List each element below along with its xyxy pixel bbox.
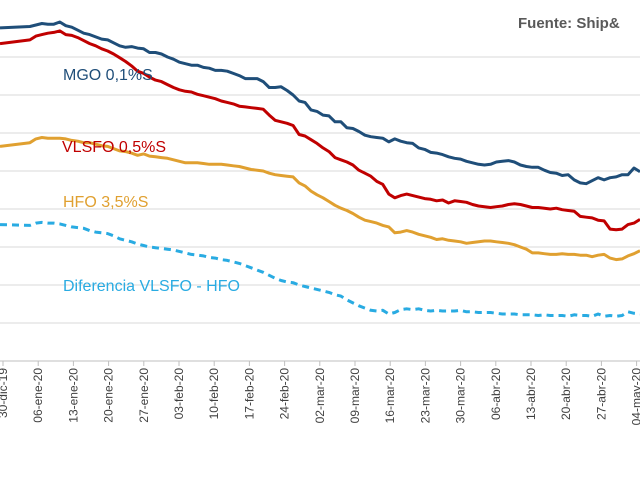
- x-tick-label: 06-abr-20: [489, 368, 503, 420]
- x-tick-label: 27-abr-20: [594, 368, 608, 420]
- label-diferencia: Diferencia VLSFO - HFO: [63, 278, 240, 295]
- x-tick-label: 27-ene-20: [137, 368, 151, 423]
- series-line-vlsfo: [0, 29, 640, 232]
- x-axis: 30-dic-19 06-ene-20 13-ene-20 20-ene-20 27-e…: [0, 361, 640, 425]
- x-tick-label: 20-ene-20: [102, 368, 116, 423]
- label-vlsfo: VLSFO 0,5%S: [62, 139, 166, 156]
- x-tick-label: 06-ene-20: [31, 368, 45, 423]
- x-tick-label: 13-ene-20: [66, 368, 80, 423]
- x-tick-label: 03-feb-20: [172, 368, 186, 420]
- x-tick-label: 30-dic-19: [0, 368, 10, 418]
- x-tick-label: 30-mar-20: [454, 368, 468, 424]
- x-tick-label: 13-abr-20: [524, 368, 538, 420]
- series-lines: [0, 20, 640, 318]
- x-tick-label: 20-abr-20: [559, 368, 573, 420]
- series-line-hfo: [0, 136, 640, 262]
- label-hfo: HFO 3,5%S: [63, 194, 148, 211]
- series-line-mgo: [0, 20, 640, 186]
- x-tick-label: 09-mar-20: [348, 368, 362, 424]
- source-note: Fuente: Ship&: [518, 15, 620, 32]
- x-tick-label: 24-feb-20: [278, 368, 292, 420]
- series-line-diferencia: [0, 220, 640, 318]
- x-tick-label: 10-feb-20: [207, 368, 221, 420]
- label-mgo: MGO 0,1%S: [63, 67, 153, 84]
- x-tick-label: 17-feb-20: [242, 368, 256, 420]
- x-tick-label: 02-mar-20: [313, 368, 327, 424]
- x-tick-label: 04-may-20: [630, 368, 640, 426]
- x-tick-label: 23-mar-20: [418, 368, 432, 424]
- series-labels: MGO 0,1%S VLSFO 0,5%S HFO 3,5%S Diferenc…: [62, 67, 240, 295]
- x-tick-label: 16-mar-20: [383, 368, 397, 424]
